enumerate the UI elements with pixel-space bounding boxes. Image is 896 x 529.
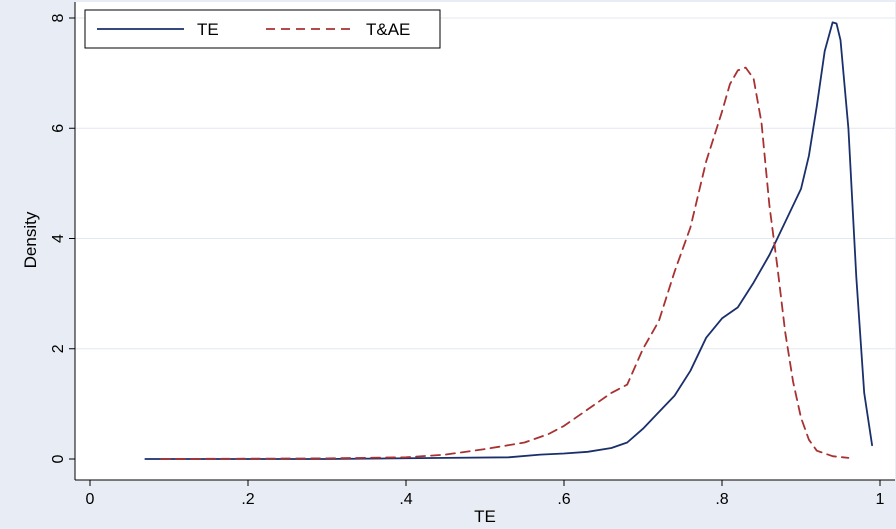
x-tick-label: .4 [399,491,412,508]
legend: TE T&AE [84,9,441,49]
x-tick-label: 0 [86,491,95,508]
y-axis-title: Density [21,211,40,268]
x-tick-label: .8 [715,491,728,508]
x-ticks: 0 .2 .4 .6 .8 1 [86,480,885,508]
y-tick-label: 2 [50,344,67,353]
series-lines [144,21,873,460]
axes [74,2,895,481]
series-line-tae [160,66,850,460]
x-axis-title: TE [474,507,496,526]
y-ticks: 0 2 4 6 8 [50,13,75,463]
x-tick-label: .2 [241,491,254,508]
legend-label-tae: T&AE [366,20,410,39]
y-tick-label: 8 [50,13,67,22]
series-line-te [144,21,873,460]
y-tick-label: 4 [50,234,67,243]
x-tick-label: .6 [557,491,570,508]
y-tick-label: 0 [50,454,67,463]
plot-area [75,2,895,480]
legend-label-te: TE [197,20,219,39]
x-tick-label: 1 [876,491,885,508]
y-tick-label: 6 [50,124,67,133]
